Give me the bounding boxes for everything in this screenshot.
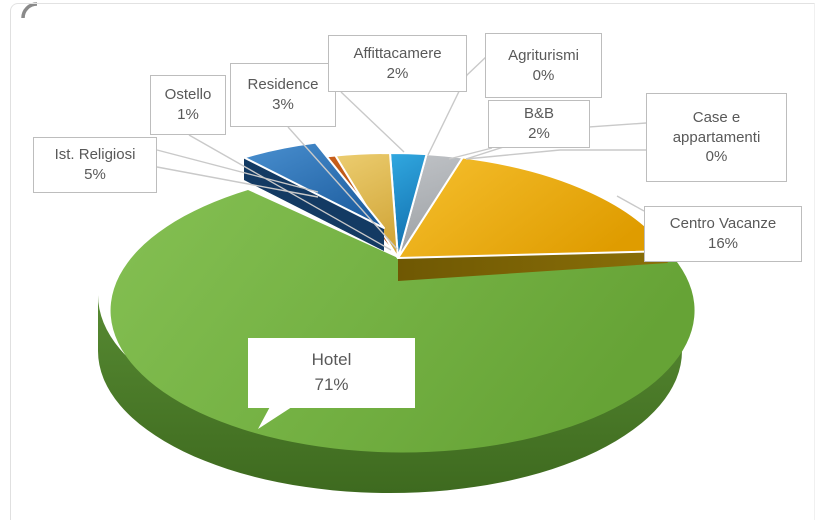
pie-slice-ist-religiosi-side <box>244 157 384 251</box>
callout-ist-religiosi-value: 5% <box>84 166 106 183</box>
leader-case-appartamenti-2 <box>465 149 646 160</box>
callout-centro-vacanze: Centro Vacanze 16% <box>644 206 802 262</box>
leader-lines <box>156 55 647 251</box>
callout-case-appartamenti-line1: Case e <box>692 108 741 126</box>
callout-hotel: Hotel 71% <box>248 338 415 408</box>
leader-agriturismi <box>427 55 488 156</box>
pie-slice-ist-religiosi-top <box>243 141 385 229</box>
window-corner-artifact <box>21 2 38 19</box>
callout-agriturismi: Agriturismi 0% <box>485 33 602 98</box>
callout-affittacamere-value: 2% <box>386 64 409 82</box>
callout-centro-vacanze-value: 16% <box>707 235 739 252</box>
callout-ist-religiosi: Ist. Religiosi 5% <box>33 137 157 193</box>
leader-ostello <box>188 134 392 251</box>
callout-affittacamere-title: Affittacamere <box>353 44 442 62</box>
callout-ist-religiosi-title: Ist. Religiosi <box>54 146 136 164</box>
callout-ostello-title: Ostello <box>164 86 212 104</box>
callout-case-appartamenti-line2: appartamenti <box>672 128 761 146</box>
callout-case-appartamenti: Case e appartamenti 0% <box>646 93 787 182</box>
callout-bb-value: 2% <box>528 125 550 142</box>
pie-slice-centro-vacanze-side <box>398 251 668 281</box>
callout-agriturismi-title: Agriturismi <box>508 46 579 64</box>
callout-centro-vacanze-title: Centro Vacanze <box>669 215 777 233</box>
callout-case-appartamenti-value: 0% <box>705 148 728 166</box>
callout-ostello-value: 1% <box>177 106 199 123</box>
callout-ostello: Ostello 1% <box>150 75 226 135</box>
leader-ist-religiosi-2 <box>156 166 319 198</box>
callout-hotel-title: Hotel <box>311 350 352 370</box>
callout-residence-title: Residence <box>247 76 319 94</box>
leader-centro-vacanze <box>616 195 645 212</box>
pie-slice-hotel-side <box>97 295 683 494</box>
callout-affittacamere: Affittacamere 2% <box>328 35 467 92</box>
callout-residence: Residence 3% <box>230 63 336 127</box>
callout-agriturismi-value: 0% <box>532 66 555 84</box>
callout-bb: B&B 2% <box>488 100 590 148</box>
leader-affittacamere <box>340 91 405 153</box>
leader-ist-religiosi-1 <box>156 149 319 193</box>
callout-residence-value: 3% <box>272 96 294 113</box>
callout-hotel-value: 71% <box>314 375 349 394</box>
callout-bb-title: B&B <box>523 105 554 123</box>
leader-bb <box>448 147 493 160</box>
leader-residence <box>287 126 398 250</box>
